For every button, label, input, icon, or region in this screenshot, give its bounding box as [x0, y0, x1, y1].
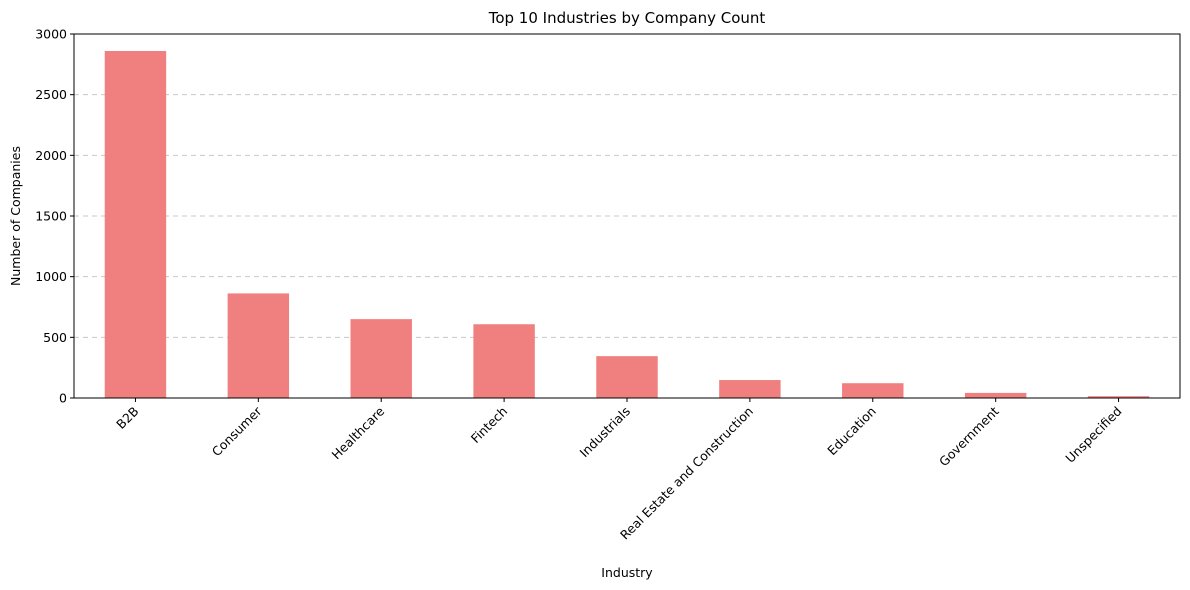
x-axis-ticks: B2B Consumer Healthcare Fintech IndustrialsR…	[113, 398, 1125, 543]
y-axis-ticks: 0 500 1000 1500 2000 2500 3000	[35, 27, 74, 406]
x-tick-label: Fintech	[468, 404, 510, 446]
bar-healthcare	[350, 319, 412, 398]
y-tick-label: 0	[59, 391, 67, 406]
x-tick-label: Government	[936, 403, 1002, 469]
x-axis-title: Industry	[601, 565, 653, 580]
x-tick-label: B2B	[113, 404, 141, 432]
bar-b2b	[104, 50, 167, 399]
bar-consumer	[227, 293, 290, 398]
x-tick-label: Industrials	[576, 404, 633, 461]
x-tick-label: Healthcare	[329, 403, 388, 462]
bar-unspecified	[1087, 396, 1150, 398]
y-tick-label: 3000	[35, 27, 67, 42]
y-tick-label: 500	[43, 330, 67, 345]
x-tick-label: Education	[824, 404, 879, 459]
chart-title: Top 10 Industries by Company Count	[488, 9, 766, 27]
y-tick-label: 1500	[35, 209, 67, 224]
bars	[104, 50, 1150, 399]
bar-real-estate-and-construction	[719, 380, 781, 398]
bar-government	[964, 392, 1027, 398]
bar-industrials	[596, 356, 658, 398]
bar-fintech	[473, 324, 535, 398]
y-tick-label: 1000	[35, 269, 67, 284]
x-tick-label: Unspecified	[1062, 404, 1124, 466]
x-tick-label: Consumer	[209, 403, 265, 459]
y-tick-label: 2000	[35, 148, 67, 163]
bar-education	[842, 383, 904, 398]
y-axis-title: Number of Companies	[8, 146, 23, 286]
x-tick-label: Real Estate and Construction	[617, 404, 756, 543]
grid-lines	[74, 94, 1180, 338]
y-tick-label: 2500	[35, 87, 67, 102]
